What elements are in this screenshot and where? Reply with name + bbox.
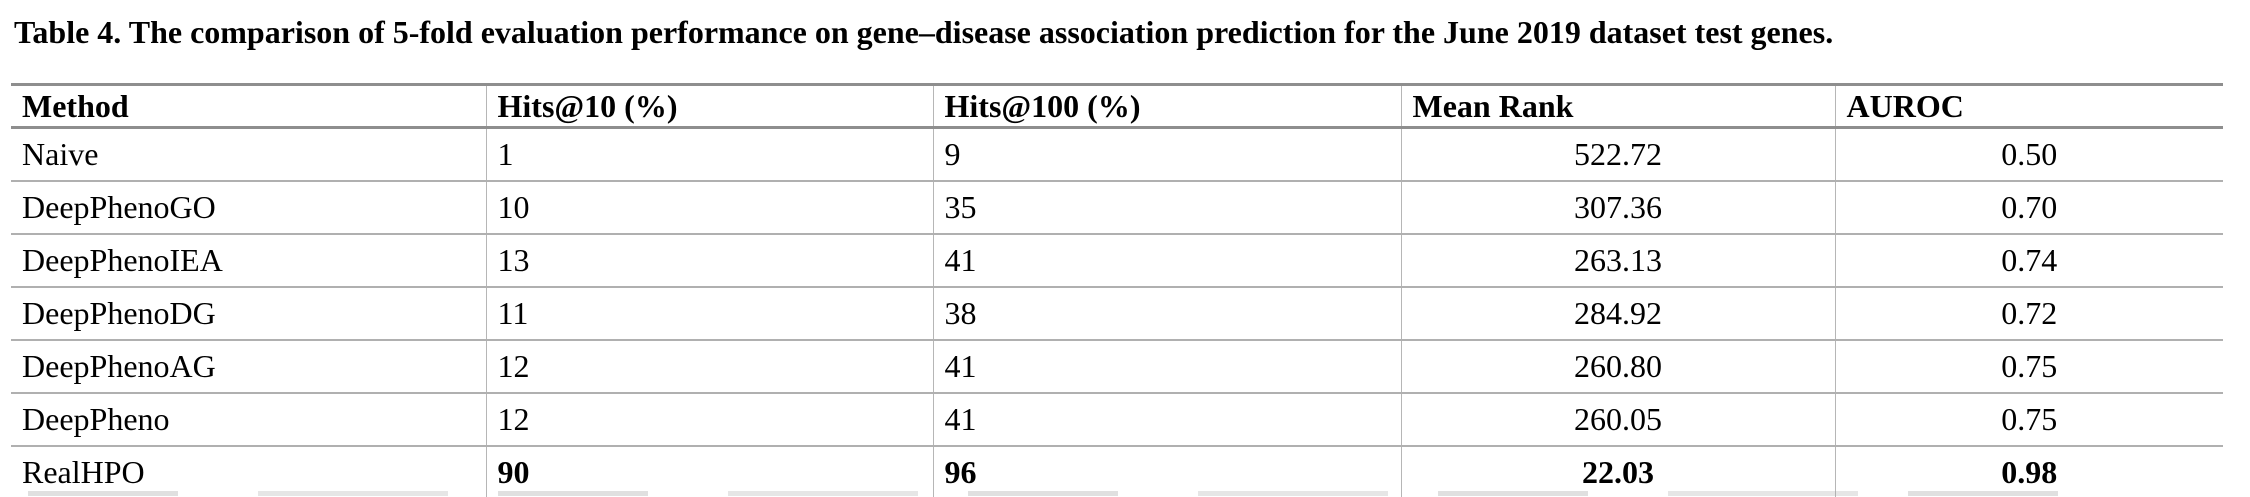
table-body: Naive 1 9 522.72 0.50 DeepPhenoGO 10 35 …	[11, 127, 2223, 497]
cell-method: DeepPhenoDG	[11, 287, 486, 341]
cell-method: RealHPO	[22, 454, 145, 490]
cell-mean-rank: 263.13	[1400, 234, 1835, 288]
column-header-method: Method	[11, 84, 486, 129]
cell-mean-rank: 22.03	[1400, 446, 1835, 497]
table-row: Naive 1 9 522.72 0.50	[11, 127, 2223, 182]
cell-method: DeepPhenoIEA	[11, 234, 486, 288]
cell-mean-rank: 284.92	[1400, 287, 1835, 341]
cell-mean-rank: 522.72	[1400, 127, 1835, 182]
cell-hits10: 12	[485, 393, 933, 447]
cell-method: DeepPhenoGO	[11, 181, 486, 235]
cell-auroc: 0.70	[1834, 181, 2223, 235]
table-row: RealHPO 90 96 22.03 0.98	[11, 446, 2223, 497]
cell-method: DeepPheno	[11, 393, 486, 447]
cell-hits10: 13	[485, 234, 933, 288]
cell-auroc: 0.75	[1834, 393, 2223, 447]
cell-hits10: 12	[485, 340, 933, 394]
header-row: Method Hits@10 (%) Hits@100 (%) Mean Ran…	[11, 84, 2223, 129]
cell-hits100: 41	[932, 340, 1401, 394]
table-row: DeepPhenoAG 12 41 260.80 0.75	[11, 340, 2223, 394]
cell-hits100: 96	[932, 446, 1401, 497]
column-header-auroc: AUROC	[1834, 84, 2223, 129]
table-row: DeepPheno 12 41 260.05 0.75	[11, 393, 2223, 447]
table-row: DeepPhenoGO 10 35 307.36 0.70	[11, 181, 2223, 235]
column-header-meanrank: Mean Rank	[1400, 84, 1835, 129]
cell-auroc: 0.98	[1834, 446, 2223, 497]
cell-method: Naive	[11, 127, 486, 182]
table-header: Method Hits@10 (%) Hits@100 (%) Mean Ran…	[11, 84, 2223, 129]
cell-method: DeepPhenoAG	[11, 340, 486, 394]
cell-mean-rank: 307.36	[1400, 181, 1835, 235]
cell-hits100: 35	[932, 181, 1401, 235]
results-table: Method Hits@10 (%) Hits@100 (%) Mean Ran…	[11, 83, 2223, 497]
cell-hits10: 11	[485, 287, 933, 341]
table-row: DeepPhenoDG 11 38 284.92 0.72	[11, 287, 2223, 341]
cell-mean-rank: 260.05	[1400, 393, 1835, 447]
cell-hits100: 41	[932, 393, 1401, 447]
cropped-next-line-artifact	[28, 491, 2118, 496]
column-header-hits100: Hits@100 (%)	[932, 84, 1401, 129]
cell-hits100: 9	[932, 127, 1401, 182]
cell-hits10: 90	[485, 446, 933, 497]
cell-auroc: 0.72	[1834, 287, 2223, 341]
cell-hits10: 10	[485, 181, 933, 235]
cell-mean-rank: 260.80	[1400, 340, 1835, 394]
table-row: DeepPhenoIEA 13 41 263.13 0.74	[11, 234, 2223, 288]
column-header-hits10: Hits@10 (%)	[485, 84, 933, 129]
cell-auroc: 0.75	[1834, 340, 2223, 394]
cell-auroc: 0.50	[1834, 127, 2223, 182]
cell-hits10: 1	[485, 127, 933, 182]
cell-hits100: 38	[932, 287, 1401, 341]
cell-auroc: 0.74	[1834, 234, 2223, 288]
cell-hits100: 41	[932, 234, 1401, 288]
table-caption: Table 4. The comparison of 5-fold evalua…	[14, 14, 1834, 50]
